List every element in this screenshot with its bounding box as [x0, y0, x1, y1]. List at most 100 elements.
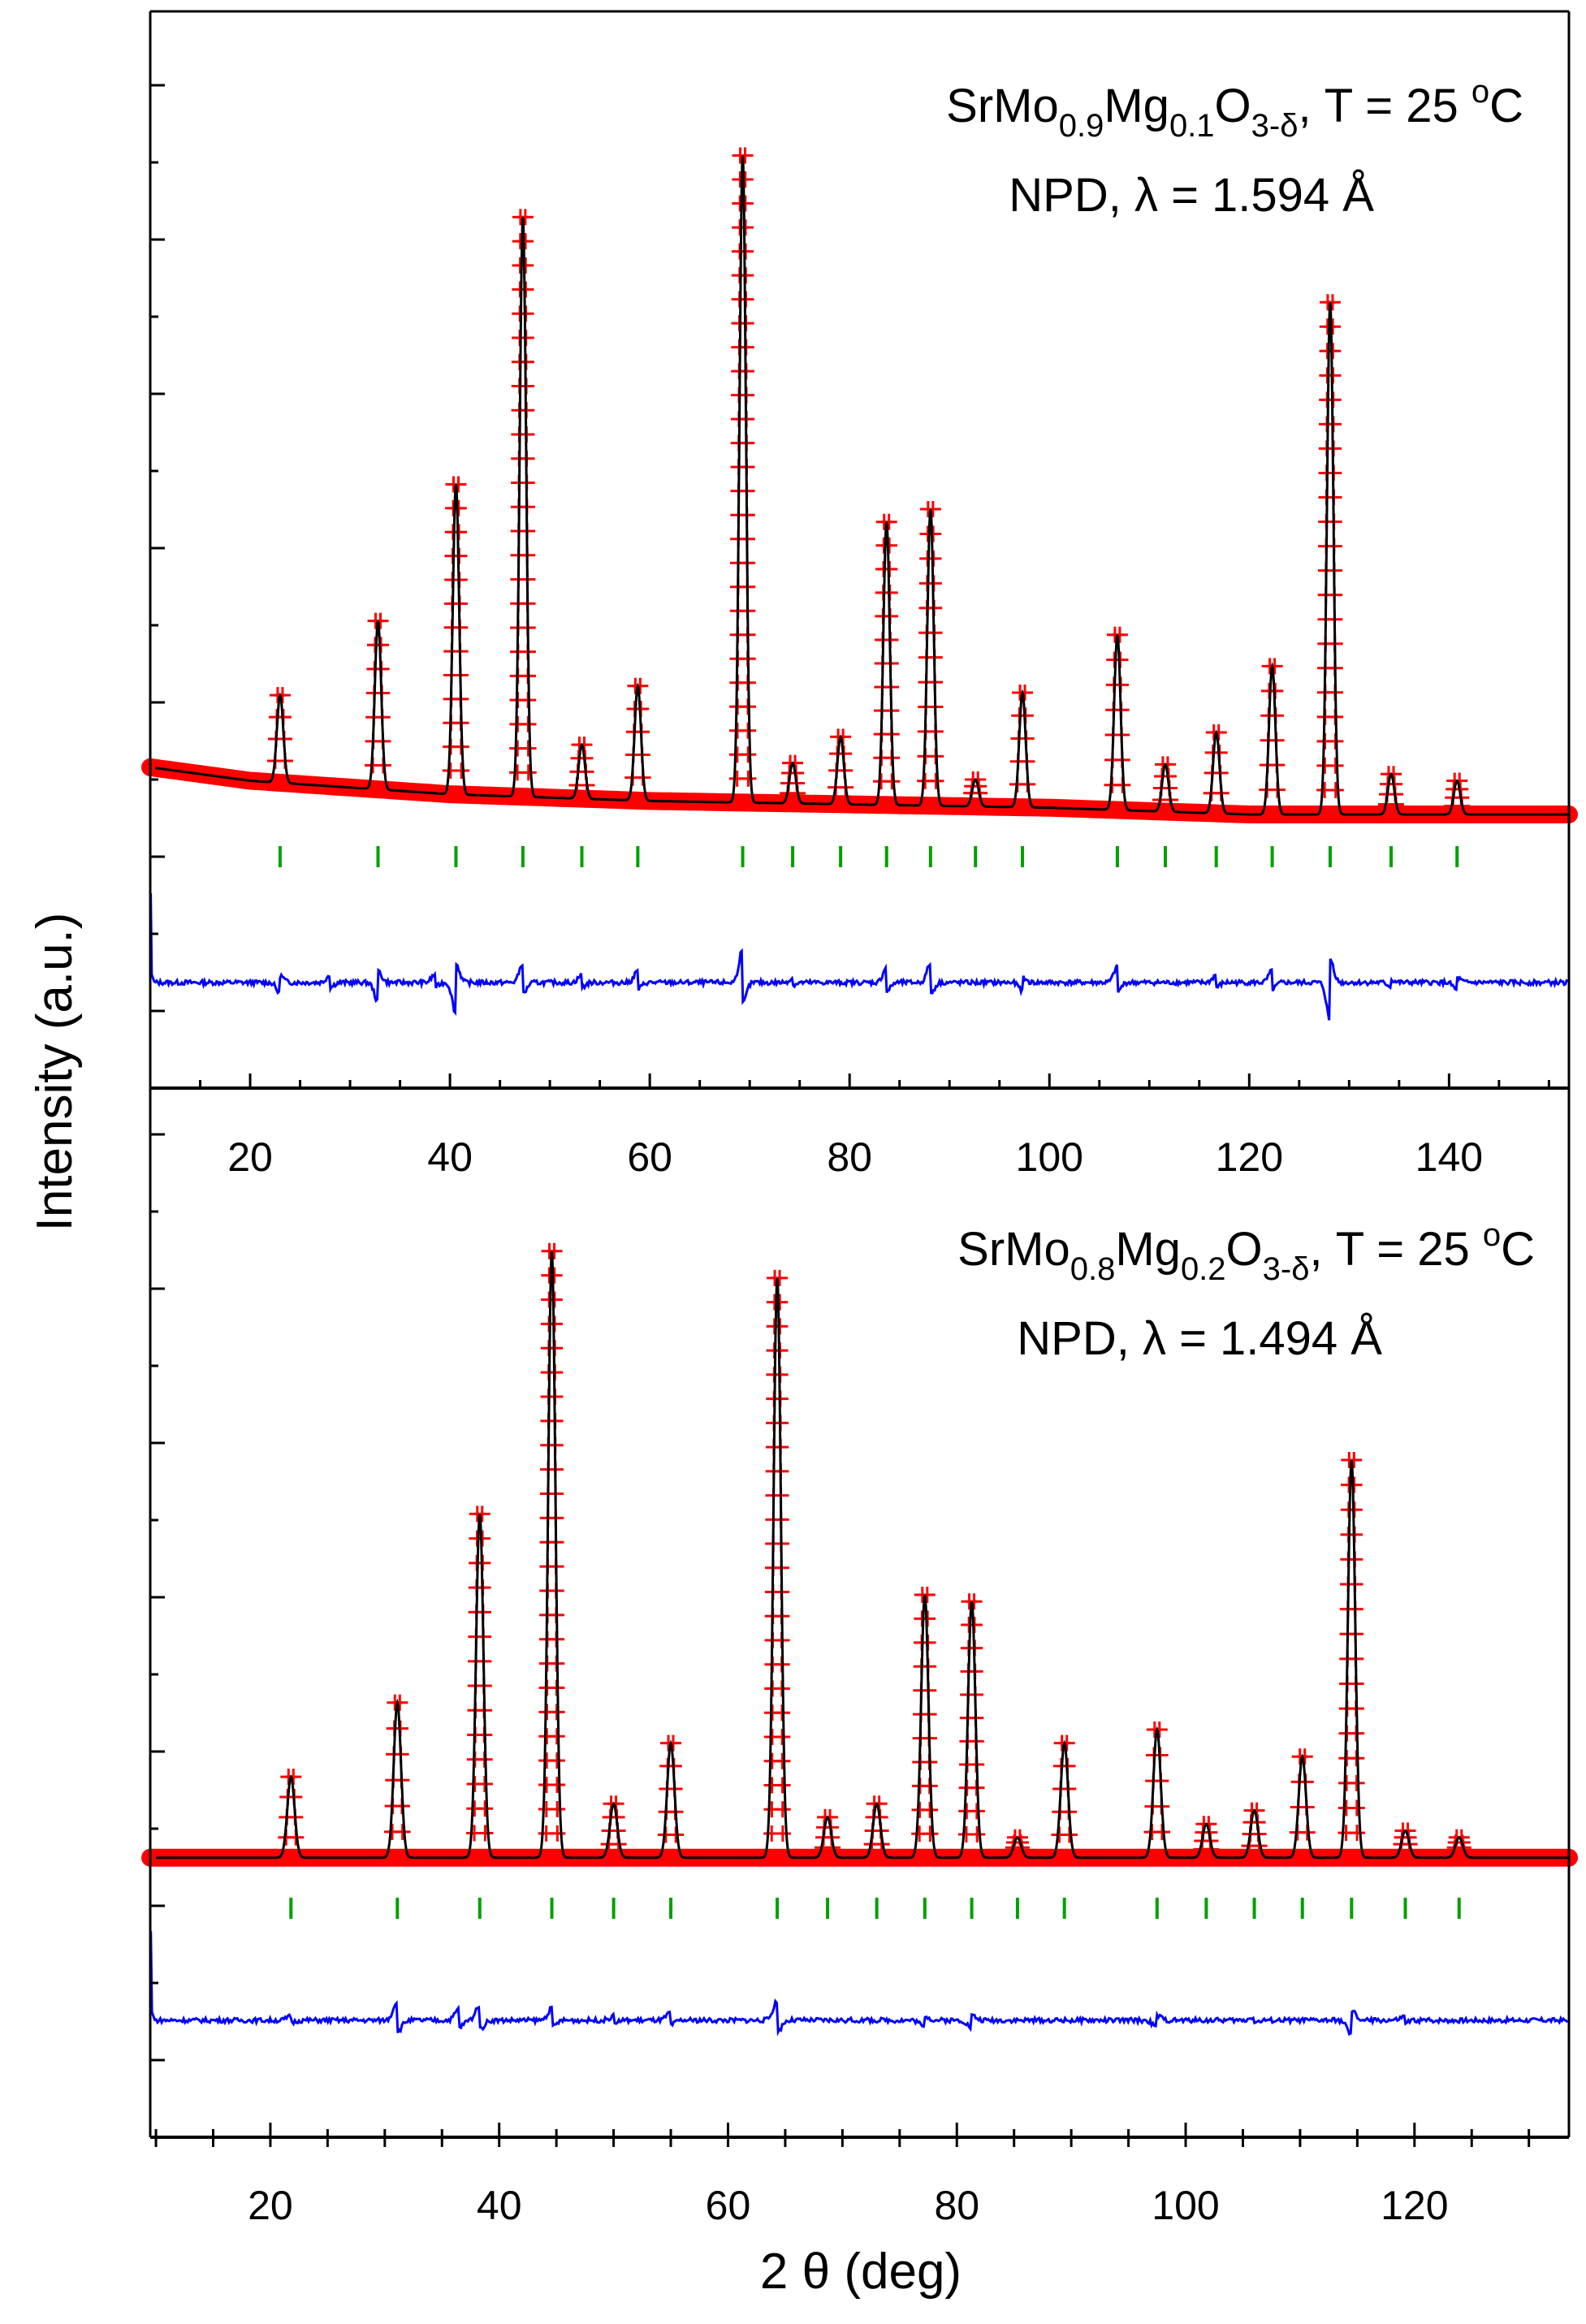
top-observed-point — [737, 171, 754, 188]
bottom-observed-point — [771, 1269, 789, 1286]
bottom-x-tick-label-1: 40 — [477, 2183, 522, 2228]
y-axis-title: Intensity (a.u.) — [27, 913, 83, 1232]
top-observed-peak-13 — [1103, 626, 1131, 819]
bottom-observed-point — [1151, 1721, 1168, 1738]
bottom-observed-point — [394, 1823, 411, 1840]
top-difference-curve — [149, 892, 1568, 1021]
top-observed-point — [1327, 781, 1344, 798]
top-observed-peak-12 — [1009, 685, 1037, 816]
top-calculated-profile — [154, 155, 1569, 816]
panel-bottom: 20 40 60 80 100 120 — [141, 1088, 1578, 2228]
bottom-x-tick-label-2: 60 — [706, 2183, 751, 2228]
top-observed-point — [1327, 757, 1344, 774]
top-observed-point — [740, 722, 757, 739]
bottom-observed-peak-17 — [1338, 1452, 1366, 1866]
top-x-tick-label-2: 60 — [627, 1134, 672, 1180]
top-x-tick-label-3: 80 — [827, 1134, 872, 1180]
top-observed-point — [1325, 318, 1342, 335]
bottom-observed-point — [922, 1825, 939, 1842]
bottom-observed-point — [549, 1800, 566, 1817]
top-observed-point — [516, 209, 534, 226]
top-observed-point — [517, 257, 534, 274]
top-observed-point — [884, 773, 901, 790]
top-observed-peak-6 — [728, 147, 757, 811]
bottom-observed-point — [918, 1587, 936, 1603]
bottom-observed-point — [548, 1752, 565, 1769]
bottom-observed-point — [774, 1777, 791, 1794]
bottom-observed-point — [391, 1694, 408, 1711]
bottom-observed-point — [922, 1849, 939, 1866]
top-observed-peak-5 — [624, 677, 652, 809]
bottom-observed-peak-16 — [1288, 1748, 1316, 1866]
bottom-observed-point — [665, 1734, 682, 1752]
bottom-observed-point — [1348, 1774, 1365, 1791]
bottom-observed-point — [546, 1242, 563, 1259]
top-observed-point — [632, 677, 649, 694]
top-observed-point — [1210, 724, 1227, 741]
bottom-x-tick-label-0: 20 — [248, 2183, 293, 2228]
bottom-observed-peak-5 — [657, 1734, 685, 1866]
bottom-observed-point — [774, 1728, 791, 1745]
top-observed-peak-9 — [872, 513, 901, 814]
bottom-annotation-npd: NPD, λ = 1.494 Å — [1017, 1312, 1382, 1365]
bottom-observed-peak-2 — [465, 1505, 494, 1866]
bottom-observed-point — [473, 1505, 490, 1523]
top-observed-peak-17 — [1316, 294, 1344, 823]
bottom-observed-point — [922, 1801, 939, 1818]
top-observed-peak-10 — [916, 501, 944, 814]
bottom-observed-point — [774, 1825, 791, 1842]
bottom-x-tick-label-5: 120 — [1381, 2183, 1448, 2228]
top-observed-point — [924, 501, 941, 518]
bottom-observed-point — [1346, 1476, 1363, 1493]
bottom-observed-point — [549, 1777, 566, 1794]
bottom-observed-peak-12 — [1050, 1734, 1078, 1866]
bottom-observed-point — [1058, 1734, 1075, 1752]
top-observed-point — [927, 772, 944, 789]
bottom-x-tick-label-4: 100 — [1152, 2183, 1219, 2228]
top-observed-baseline — [141, 758, 1578, 823]
bottom-difference-curve — [149, 1930, 1569, 2037]
bottom-observed-point — [1296, 1748, 1313, 1765]
bottom-observed-peak-13 — [1143, 1721, 1171, 1866]
top-observed-point — [1266, 658, 1283, 675]
top-observed-point — [737, 147, 754, 164]
bottom-observed-point — [1349, 1849, 1366, 1866]
panel-top: 20 40 60 80 100 120 140 — [141, 11, 1578, 1180]
x-axis-title: 2 θ (deg) — [760, 2244, 962, 2300]
top-observed-point — [372, 612, 389, 629]
top-observed-point — [737, 195, 754, 212]
top-observed-point — [1111, 626, 1128, 643]
bottom-observed-peak-3 — [538, 1242, 566, 1866]
top-observed-point — [880, 513, 897, 530]
top-observed-point — [740, 770, 757, 787]
top-observed-point — [453, 762, 470, 779]
top-observed-peak-2 — [442, 476, 470, 803]
top-observed-point — [1325, 343, 1342, 360]
top-x-tick-label-6: 140 — [1415, 1134, 1483, 1180]
top-observed-peak-3 — [508, 209, 537, 806]
top-observed-point — [450, 476, 467, 493]
top-observed-peak-16 — [1258, 658, 1286, 823]
bottom-observed-point — [966, 1593, 983, 1610]
bottom-observed-point — [477, 1825, 494, 1842]
top-observed-point — [450, 499, 467, 516]
bottom-x-tick-label-3: 80 — [934, 2183, 979, 2228]
top-x-tick-label-1: 40 — [427, 1134, 473, 1180]
bottom-observed-point — [548, 1728, 565, 1745]
top-annotation-npd: NPD, λ = 1.594 Å — [1009, 169, 1374, 222]
bottom-observed-peak-9 — [910, 1587, 939, 1866]
top-observed-point — [520, 740, 537, 757]
top-observed-point — [520, 764, 537, 781]
top-annotation-formula: SrMo0.9Mg0.1O3-δ, T = 25 oC — [946, 74, 1523, 144]
top-x-tick-label-0: 20 — [227, 1134, 273, 1180]
bottom-observed-point — [477, 1800, 494, 1817]
bottom-observed-peak-10 — [957, 1593, 986, 1866]
bottom-observed-point — [546, 1267, 563, 1284]
bottom-observed-point — [1348, 1799, 1365, 1816]
bottom-observed-point — [774, 1801, 791, 1818]
bottom-observed-point — [549, 1825, 566, 1842]
bottom-calculated-profile — [156, 1251, 1569, 1860]
bottom-observed-point — [771, 1294, 789, 1311]
bottom-observed-point — [969, 1849, 986, 1866]
